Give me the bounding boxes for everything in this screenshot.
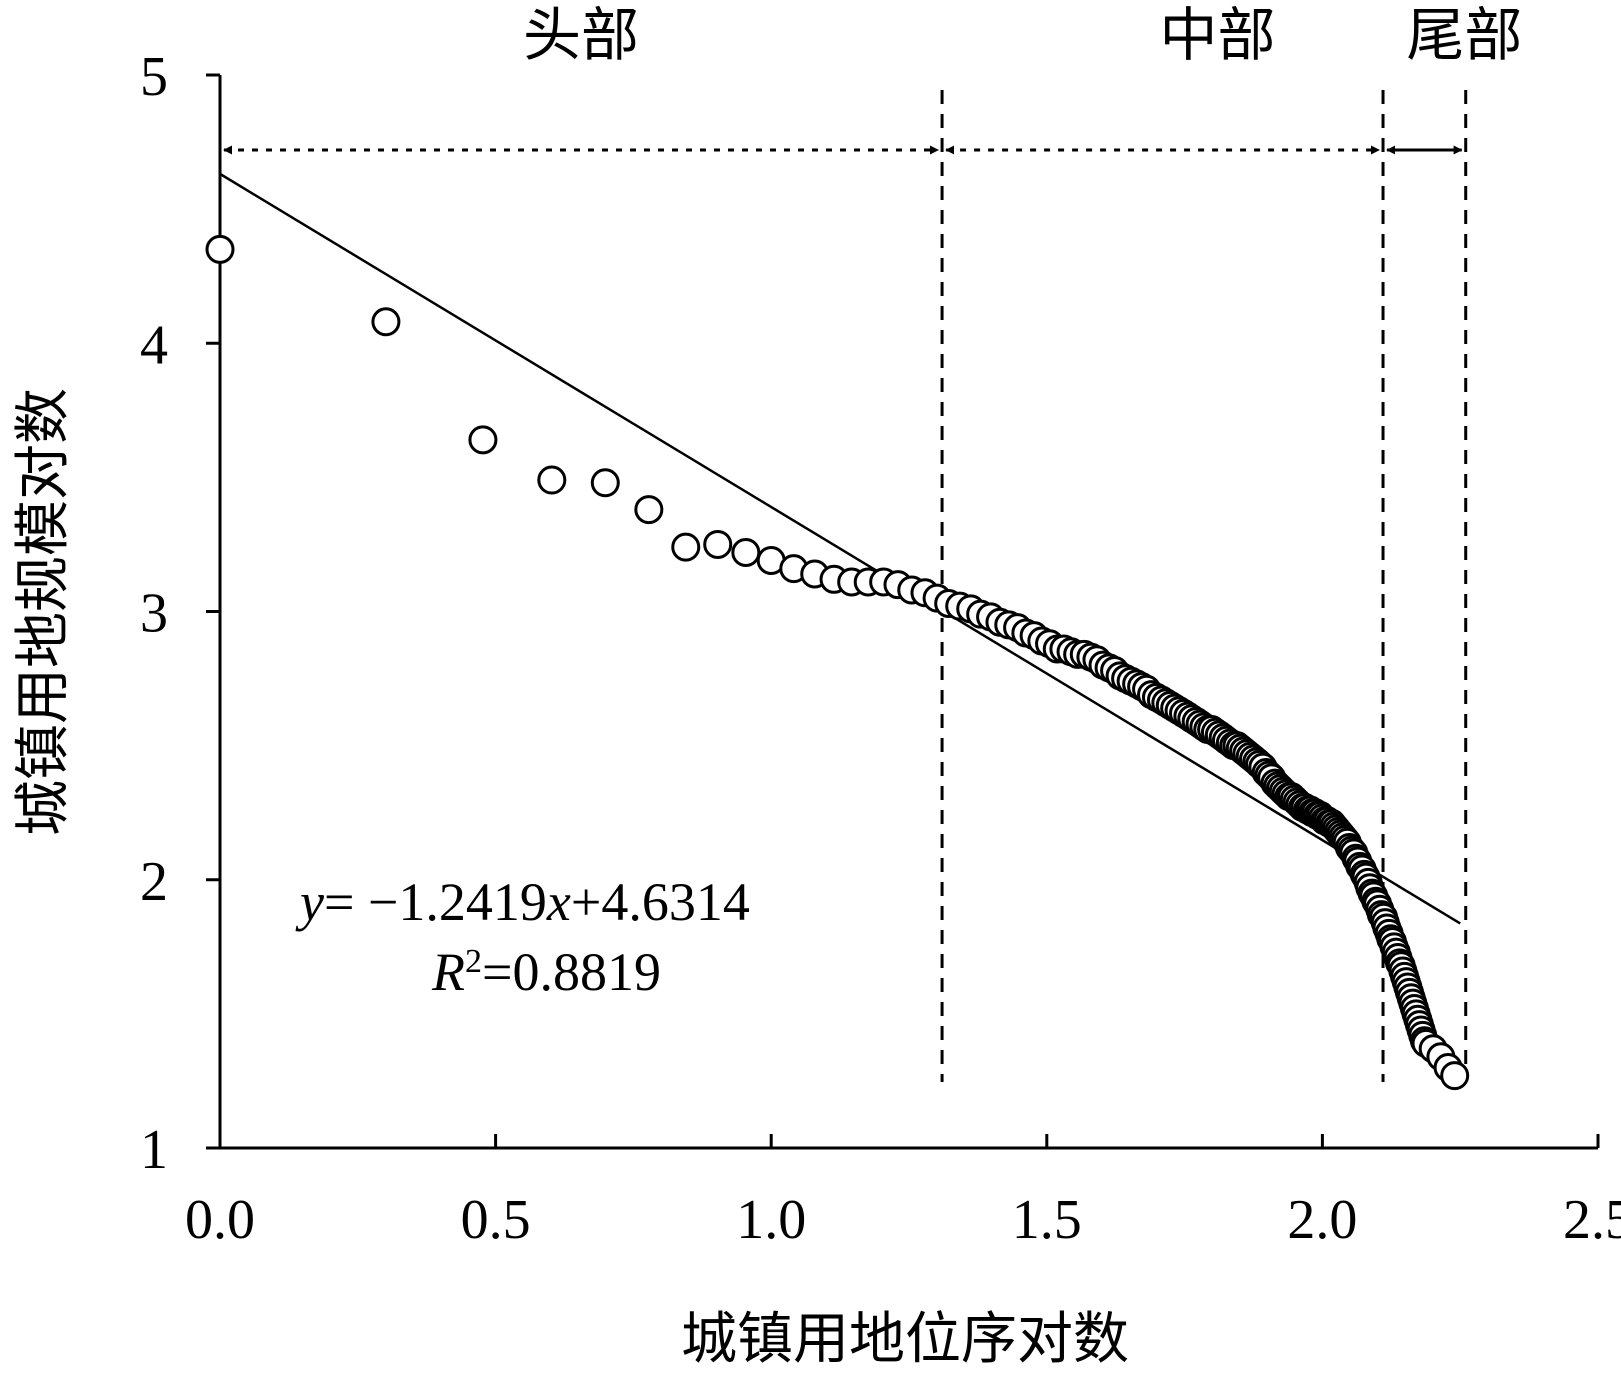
data-point-6 <box>671 532 701 562</box>
fit-line <box>219 172 1461 925</box>
y-tick-label-4: 5 <box>140 46 168 108</box>
x-tick-label-3: 1.5 <box>1012 1189 1082 1251</box>
x-tick-label-4: 2.0 <box>1287 1189 1357 1251</box>
equation-x-var: x <box>546 872 571 932</box>
data-point-7 <box>703 529 733 559</box>
region-label-2: 尾部 <box>1406 3 1522 68</box>
region-label-1: 中部 <box>1160 3 1276 68</box>
y-tick-label-1: 2 <box>140 851 168 913</box>
r-squared: R2=0.8819 <box>431 942 661 1002</box>
r-squared-symbol: R <box>431 942 465 1002</box>
data-point-0 <box>205 234 235 264</box>
data-point-1 <box>371 307 401 337</box>
data-point-2 <box>468 425 498 455</box>
data-point-5 <box>634 495 664 525</box>
region-label-0: 头部 <box>523 3 639 68</box>
y-axis-title: 城镇用地规模对数 <box>13 388 75 836</box>
y-tick-label-3: 4 <box>140 314 168 376</box>
equation-intercept: +4.6314 <box>571 872 750 932</box>
y-tick-label-0: 1 <box>140 1119 168 1181</box>
data-point-157 <box>1440 1061 1470 1091</box>
equation-y-var: y <box>295 872 324 932</box>
data-point-3 <box>537 465 567 495</box>
region-labels: 头部 中部 尾部 <box>523 3 1522 68</box>
x-tick-label-0: 0.0 <box>185 1189 255 1251</box>
r-squared-superscript: 2 <box>465 943 482 980</box>
equation-coefficient: = −1.2419 <box>324 872 547 932</box>
r-squared-value: =0.8819 <box>482 942 661 1002</box>
axis-ticks: 1 2 3 4 5 0.0 0.5 1.0 1.5 2.0 2.5 <box>140 46 1621 1251</box>
data-points <box>205 234 1470 1091</box>
y-tick-label-2: 3 <box>140 583 168 645</box>
data-point-4 <box>590 468 620 498</box>
x-tick-label-1: 0.5 <box>461 1189 531 1251</box>
x-tick-label-2: 1.0 <box>736 1189 806 1251</box>
x-axis-title: 城镇用地位序对数 <box>681 1309 1129 1371</box>
data-point-8 <box>731 537 761 567</box>
x-tick-label-5: 2.5 <box>1563 1189 1621 1251</box>
fit-equation: y= −1.2419x+4.6314 <box>295 872 750 932</box>
